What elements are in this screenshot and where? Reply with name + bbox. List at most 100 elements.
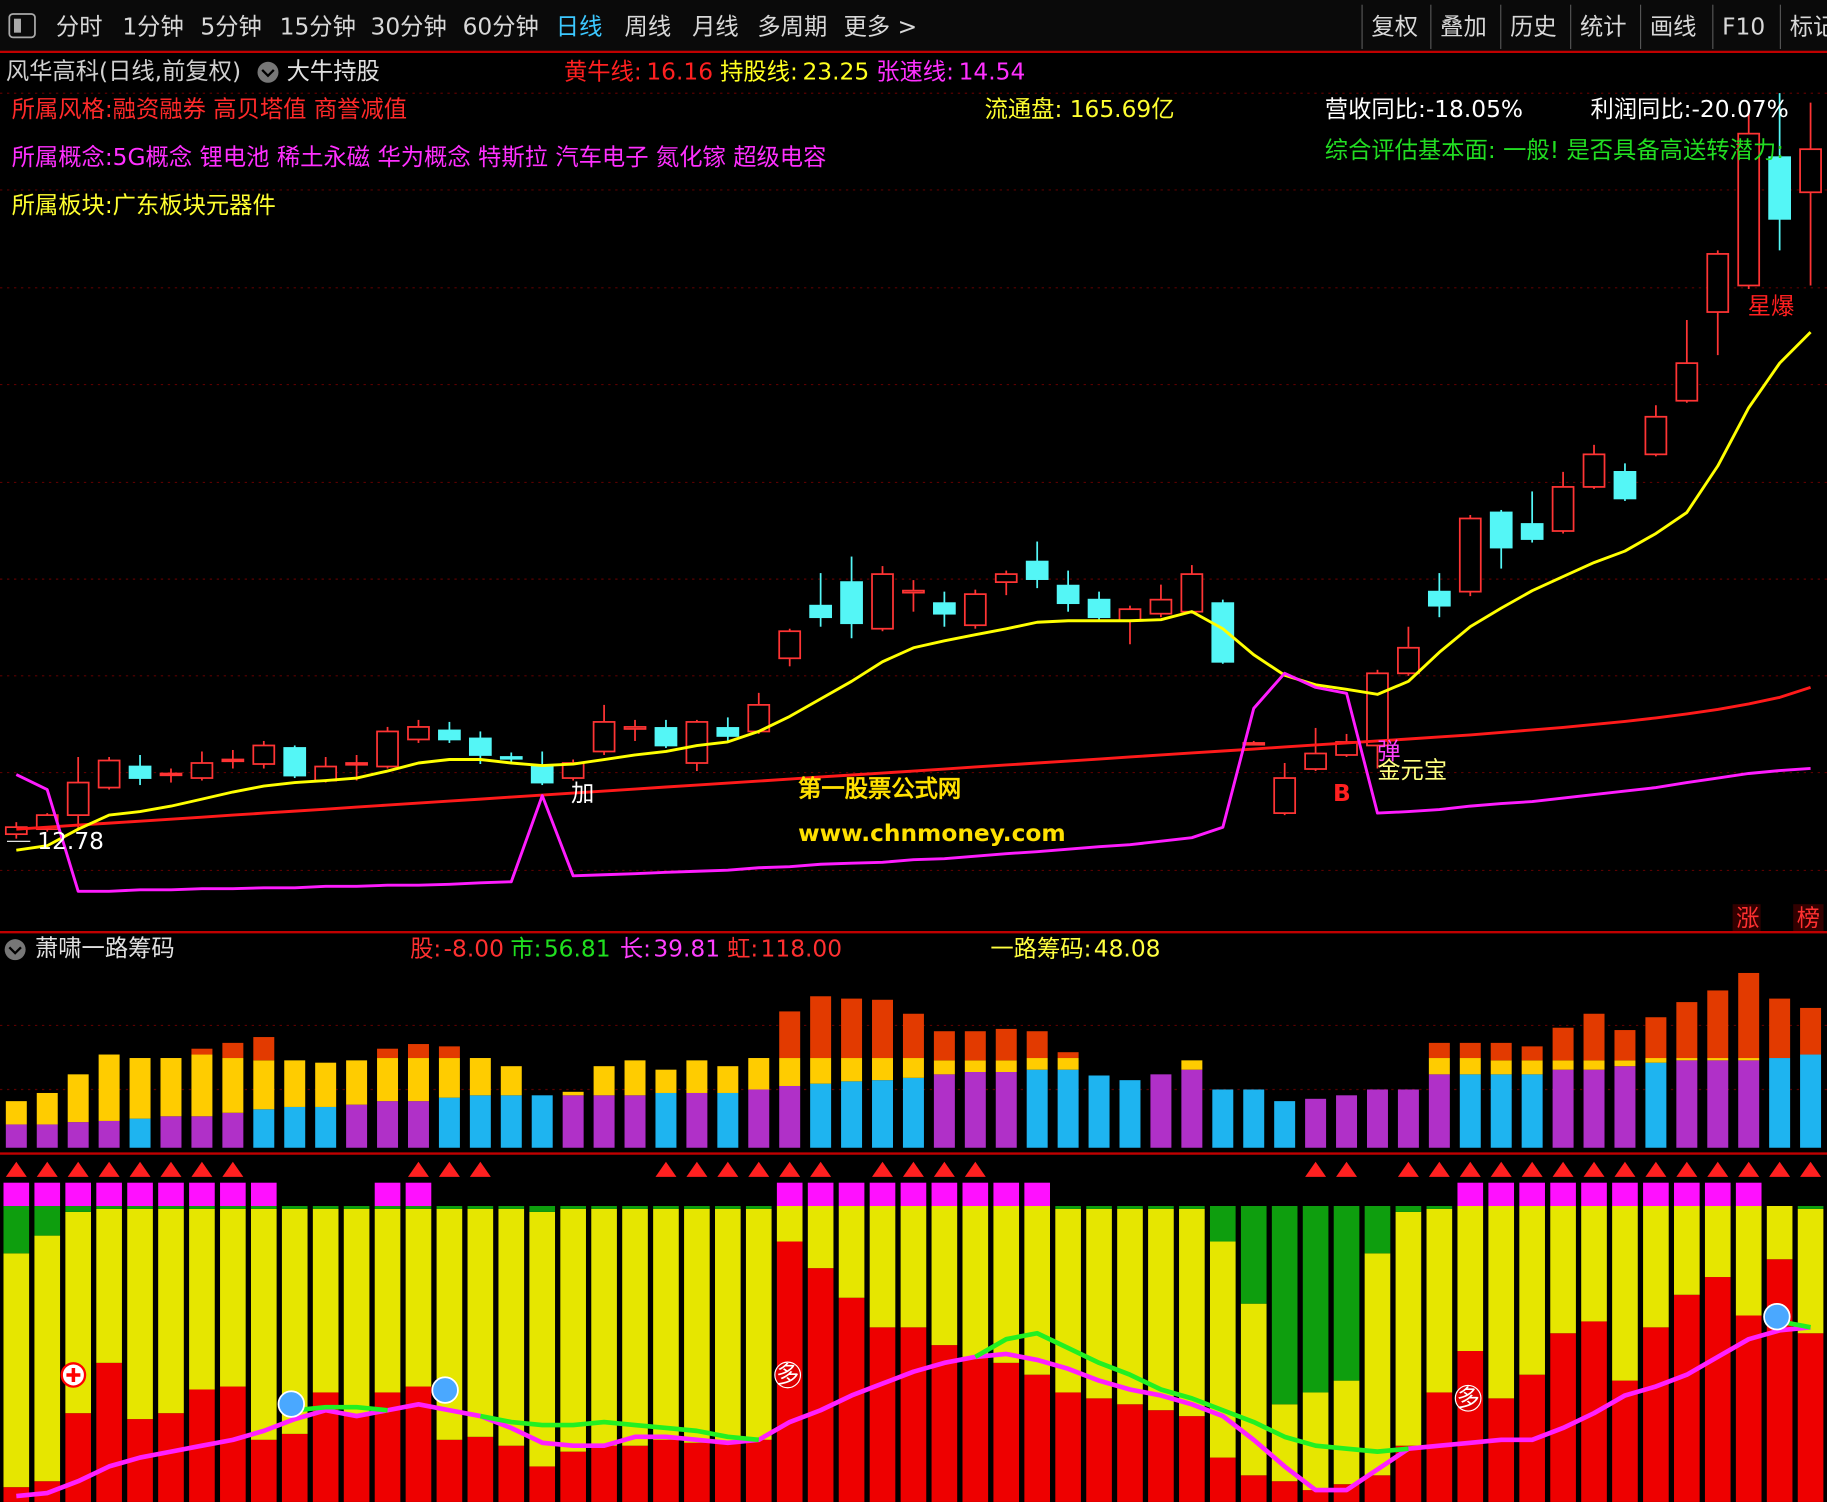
toolbar-button[interactable]: 复权 xyxy=(1371,14,1418,41)
indicator-name: 股: xyxy=(410,935,441,962)
toolbar-tab[interactable]: 更多 > xyxy=(844,14,918,41)
toolbar-tab[interactable]: 日线 xyxy=(556,14,603,41)
legend-name: 张速线: xyxy=(876,58,954,85)
up-marker xyxy=(67,1161,89,1177)
float-shares: 流通盘: 165.69亿 xyxy=(985,96,1175,123)
square-marker xyxy=(189,1182,215,1207)
bar-segment xyxy=(498,1206,525,1209)
bar-segment xyxy=(872,999,893,1059)
square-marker xyxy=(96,1182,122,1207)
candle-body xyxy=(1737,132,1761,287)
toolbar-button[interactable]: F10 xyxy=(1722,14,1765,41)
toolbar-tab[interactable]: 多周期 xyxy=(757,14,827,41)
up-marker xyxy=(129,1161,151,1177)
bar-segment xyxy=(1614,1030,1636,1061)
bar-segment xyxy=(529,1466,556,1502)
bar-segment xyxy=(560,1451,586,1502)
bar-segment xyxy=(531,1095,553,1148)
bar-segment xyxy=(1583,1060,1605,1070)
bar-segment xyxy=(869,1206,896,1328)
bar-segment xyxy=(591,1445,617,1502)
square-marker xyxy=(1457,1182,1484,1207)
toolbar-tab[interactable]: 月线 xyxy=(692,14,739,41)
bar-segment xyxy=(624,1060,646,1096)
bar-segment xyxy=(1181,1069,1203,1148)
toolbar-button[interactable]: 画线 xyxy=(1650,14,1697,41)
toolbar-icon[interactable] xyxy=(8,13,36,39)
bar-segment xyxy=(1366,1089,1388,1148)
tag-box[interactable] xyxy=(1732,904,1761,933)
signal-label: 星爆 xyxy=(1748,293,1795,320)
indicator-values: 股: -8.00 市: 56.81 长: 39.81 虹: 118.00 一路筹码: 48.08 xyxy=(410,935,1160,962)
bar-segment xyxy=(220,1208,246,1387)
up-marker xyxy=(1676,1161,1698,1177)
candle-body xyxy=(1087,598,1111,619)
bar-segment xyxy=(933,1031,955,1061)
bar-segment xyxy=(250,1208,277,1440)
toolbar-tab[interactable]: 30分钟 xyxy=(371,14,447,41)
up-marker xyxy=(407,1161,429,1177)
assessment: 综合评估基本面: 一般! 是否具备高送转潜力: xyxy=(1325,137,1784,164)
candle-body xyxy=(1458,517,1482,593)
square-marker xyxy=(250,1182,277,1207)
square-marker xyxy=(158,1182,184,1207)
legend-name: 黄牛线: xyxy=(564,58,642,85)
bar-segment xyxy=(591,1208,617,1446)
toolbar-tab[interactable]: 5分钟 xyxy=(200,14,261,41)
toolbar-button[interactable]: 统计 xyxy=(1580,14,1627,41)
bar-segment xyxy=(1797,1208,1824,1334)
legend-value: 14.54 xyxy=(959,58,1026,85)
candle-body xyxy=(902,589,925,594)
candle-body xyxy=(933,602,956,615)
candle-body xyxy=(1211,602,1235,663)
bar-segment xyxy=(810,1058,832,1084)
bar-segment xyxy=(1271,1404,1298,1482)
toolbar-tab[interactable]: 周线 xyxy=(625,14,672,41)
bar-segment xyxy=(1117,1404,1143,1502)
line-series xyxy=(479,1413,759,1443)
toolbar-button[interactable]: 叠加 xyxy=(1440,14,1487,41)
bar-segment xyxy=(160,1116,182,1148)
bar-segment xyxy=(1026,1031,1048,1059)
bar-segment xyxy=(1086,1206,1112,1209)
toolbar-tab[interactable]: 15分钟 xyxy=(280,14,356,41)
bar-segment xyxy=(220,1386,246,1502)
toolbar-tab[interactable]: 1分钟 xyxy=(122,14,183,41)
square-marker xyxy=(1643,1182,1669,1207)
bar-segment xyxy=(1583,1069,1605,1148)
square-marker xyxy=(127,1182,153,1207)
side-tag[interactable]: 榜 xyxy=(1797,905,1820,932)
bar-segment xyxy=(67,1122,89,1148)
bar-segment xyxy=(1457,1206,1484,1352)
bar-segment xyxy=(1674,1206,1700,1295)
dropdown-icon[interactable] xyxy=(257,61,279,83)
indicator-name: 虹: xyxy=(727,935,758,962)
toolbar-tab[interactable]: 60分钟 xyxy=(463,14,539,41)
bar-segment xyxy=(1521,1046,1543,1061)
dropdown-icon[interactable] xyxy=(4,939,26,961)
candle-body xyxy=(1582,453,1606,488)
bar-segment xyxy=(158,1413,184,1502)
square-marker xyxy=(931,1182,958,1207)
bar-segment xyxy=(964,1072,986,1148)
bar-segment xyxy=(467,1436,494,1502)
side-tag[interactable]: 涨 xyxy=(1736,905,1759,932)
bar-segment xyxy=(776,1206,803,1242)
legend-entry: 张速线: 14.54 xyxy=(876,58,1025,85)
bar-segment xyxy=(34,1235,61,1482)
bar-segment xyxy=(1800,1007,1822,1055)
up-marker xyxy=(1336,1161,1358,1177)
bar-segment xyxy=(3,1253,30,1488)
candle-body xyxy=(1551,486,1575,532)
toolbar-button[interactable]: 历史 xyxy=(1510,14,1557,41)
bar-segment xyxy=(281,1433,308,1502)
bar-segment xyxy=(65,1413,92,1502)
bar-segment xyxy=(1800,1054,1822,1148)
bar-segment xyxy=(405,1208,432,1387)
tag-box[interactable] xyxy=(1793,904,1824,933)
bar-segment xyxy=(36,1124,58,1148)
bar-segment xyxy=(315,1062,337,1107)
toolbar-button[interactable]: 标记 xyxy=(1790,14,1827,41)
toolbar-tab[interactable]: 分时 xyxy=(56,14,103,41)
candle-body xyxy=(1706,253,1730,313)
